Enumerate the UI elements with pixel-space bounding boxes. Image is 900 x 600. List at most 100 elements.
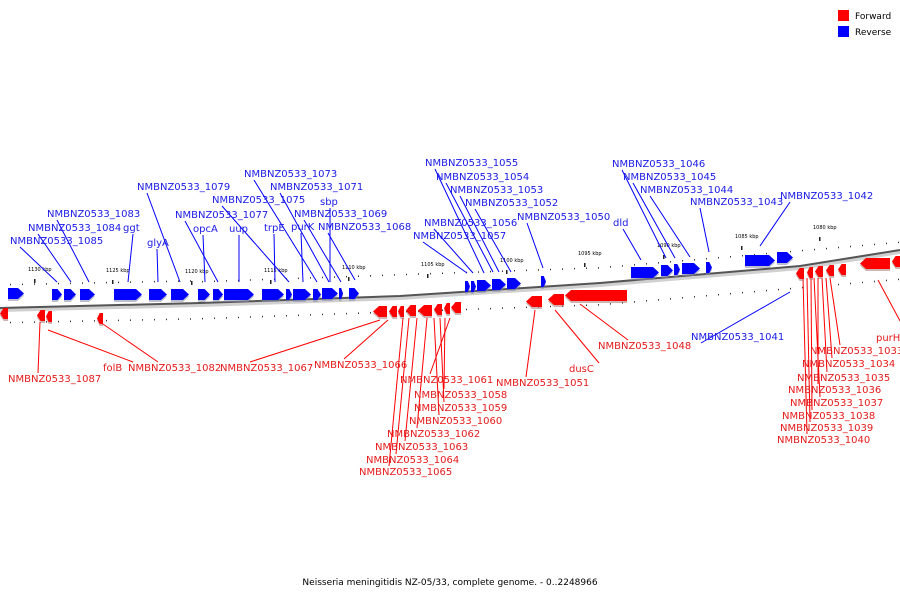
forward-gene-label[interactable]: NMBNZ0533_1066 (314, 360, 407, 371)
forward-gene-label[interactable]: NMBNZ0533_1061 (400, 375, 493, 386)
reverse-gene-label[interactable]: NMBNZ0533_1085 (10, 236, 103, 247)
reverse-gene-label[interactable]: purK (291, 222, 315, 233)
forward-gene-label[interactable]: NMBNZ0533_1051 (496, 378, 589, 389)
reverse-gene-arrow[interactable] (745, 255, 775, 266)
reverse-gene-label[interactable]: NMBNZ0533_1046 (612, 159, 705, 170)
reverse-gene-label[interactable]: NMBNZ0533_1068 (318, 222, 411, 233)
reverse-gene-arrow[interactable] (541, 276, 546, 287)
forward-gene-arrow[interactable] (46, 311, 52, 322)
reverse-gene-arrow[interactable] (149, 289, 167, 300)
forward-gene-arrow[interactable] (892, 256, 900, 267)
reverse-gene-label[interactable]: NMBNZ0533_1045 (623, 172, 716, 183)
reverse-gene-arrow[interactable] (198, 289, 210, 300)
reverse-gene-label[interactable]: NMBNZ0533_1075 (212, 195, 305, 206)
reverse-gene-label[interactable]: NMBNZ0533_1083 (47, 209, 140, 220)
forward-gene-arrow[interactable] (0, 308, 8, 319)
reverse-gene-arrow[interactable] (64, 289, 76, 300)
forward-gene-label[interactable]: NMBNZ0533_1037 (790, 398, 883, 409)
reverse-gene-label[interactable]: NMBNZ0533_1069 (294, 209, 387, 220)
reverse-gene-arrow[interactable] (114, 289, 142, 300)
forward-gene-label[interactable]: NMBNZ0533_1058 (414, 390, 507, 401)
forward-gene-arrow[interactable] (37, 310, 45, 321)
reverse-gene-label[interactable]: ggt (123, 223, 140, 234)
reverse-gene-label[interactable]: NMBNZ0533_1053 (450, 185, 543, 196)
reverse-gene-arrow[interactable] (213, 289, 223, 300)
reverse-gene-label[interactable]: NMBNZ0533_1055 (425, 158, 518, 169)
reverse-gene-label[interactable]: NMBNZ0533_1073 (244, 169, 337, 180)
forward-gene-arrow[interactable] (565, 290, 627, 301)
reverse-gene-arrow[interactable] (224, 289, 254, 300)
forward-gene-label[interactable]: NMBNZ0533_1060 (409, 416, 502, 427)
forward-gene-arrow[interactable] (526, 296, 542, 307)
forward-gene-arrow[interactable] (815, 266, 823, 277)
reverse-gene-arrow[interactable] (777, 252, 793, 263)
reverse-gene-arrow[interactable] (492, 279, 506, 290)
reverse-gene-arrow[interactable] (507, 278, 521, 289)
forward-gene-label[interactable]: NMBNZ0533_1039 (780, 423, 873, 434)
forward-gene-arrow[interactable] (418, 305, 432, 316)
reverse-gene-label[interactable]: NMBNZ0533_1052 (465, 198, 558, 209)
reverse-gene-arrow[interactable] (682, 263, 700, 274)
reverse-gene-label[interactable]: NMBNZ0533_1044 (640, 185, 733, 196)
reverse-gene-label[interactable]: NMBNZ0533_1071 (270, 182, 363, 193)
reverse-gene-arrow[interactable] (465, 281, 470, 292)
forward-gene-label[interactable]: NMBNZ0533_1087 (8, 374, 101, 385)
reverse-gene-label[interactable]: NMBNZ0533_1050 (517, 212, 610, 223)
forward-gene-arrow[interactable] (860, 258, 890, 269)
reverse-gene-label[interactable]: sbp (320, 197, 338, 208)
forward-gene-label[interactable]: NMBNZ0533_1048 (598, 341, 691, 352)
reverse-gene-arrow[interactable] (8, 288, 24, 299)
reverse-gene-label[interactable]: NMBNZ0533_1084 (28, 223, 121, 234)
forward-gene-arrow[interactable] (97, 313, 103, 324)
forward-gene-arrow[interactable] (548, 294, 564, 305)
reverse-gene-arrow[interactable] (674, 264, 680, 275)
reverse-gene-label[interactable]: NMBNZ0533_1054 (436, 172, 529, 183)
reverse-gene-arrow[interactable] (322, 288, 338, 299)
forward-gene-arrow[interactable] (373, 306, 387, 317)
forward-gene-arrow[interactable] (444, 303, 450, 314)
forward-gene-label[interactable]: NMBNZ0533_1035 (797, 373, 890, 384)
reverse-gene-label[interactable]: uup (229, 224, 248, 235)
forward-gene-arrow[interactable] (389, 306, 397, 317)
reverse-gene-label[interactable]: dld (613, 218, 628, 229)
reverse-gene-arrow[interactable] (661, 265, 673, 276)
reverse-gene-label[interactable]: NMBNZ0533_1079 (137, 182, 230, 193)
forward-gene-arrow[interactable] (796, 268, 804, 279)
forward-gene-label[interactable]: NMBNZ0533_1038 (782, 411, 875, 422)
reverse-gene-label[interactable]: NMBNZ0533_1057 (413, 231, 506, 242)
reverse-gene-arrow[interactable] (80, 289, 95, 300)
reverse-gene-label[interactable]: glyA (147, 238, 169, 249)
reverse-gene-arrow[interactable] (293, 289, 311, 300)
reverse-gene-arrow[interactable] (349, 288, 359, 299)
reverse-gene-arrow[interactable] (286, 289, 292, 300)
reverse-gene-arrow[interactable] (52, 289, 62, 300)
forward-gene-label[interactable]: NMBNZ0533_1082 (128, 363, 221, 374)
forward-gene-label[interactable]: dusC (569, 364, 594, 375)
reverse-gene-label[interactable]: opcA (193, 224, 218, 235)
reverse-gene-label[interactable]: NMBNZ0533_1041 (691, 332, 784, 343)
forward-gene-label[interactable]: folB (103, 363, 122, 374)
reverse-gene-arrow[interactable] (171, 289, 189, 300)
reverse-gene-arrow[interactable] (631, 267, 659, 278)
forward-gene-label[interactable]: NMBNZ0533_1040 (777, 435, 870, 446)
forward-gene-arrow[interactable] (838, 264, 846, 275)
forward-gene-label[interactable]: NMBNZ0533_1033 (810, 346, 900, 357)
forward-gene-label[interactable]: NMBNZ0533_1065 (359, 467, 452, 478)
forward-gene-arrow[interactable] (434, 304, 442, 315)
reverse-gene-arrow[interactable] (471, 281, 476, 292)
forward-gene-arrow[interactable] (451, 302, 461, 313)
reverse-gene-arrow[interactable] (262, 289, 284, 300)
reverse-gene-label[interactable]: trpE (264, 223, 285, 234)
reverse-gene-arrow[interactable] (706, 262, 712, 273)
reverse-gene-arrow[interactable] (339, 288, 343, 299)
forward-gene-arrow[interactable] (807, 267, 813, 278)
forward-gene-label[interactable]: NMBNZ0533_1036 (788, 385, 881, 396)
forward-gene-label[interactable]: NMBNZ0533_1063 (375, 442, 468, 453)
forward-gene-label[interactable]: NMBNZ0533_1059 (414, 403, 507, 414)
forward-gene-label[interactable]: NMBNZ0533_1064 (366, 455, 459, 466)
forward-gene-arrow[interactable] (398, 306, 404, 317)
forward-gene-label[interactable]: purH (876, 333, 900, 344)
forward-gene-label[interactable]: NMBNZ0533_1062 (387, 429, 480, 440)
forward-gene-label[interactable]: NMBNZ0533_1034 (802, 359, 895, 370)
forward-gene-arrow[interactable] (406, 305, 416, 316)
